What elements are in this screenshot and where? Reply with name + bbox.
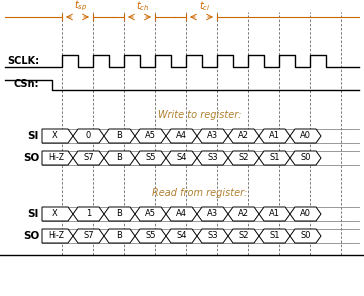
Text: A4: A4 bbox=[176, 131, 187, 141]
Text: S3: S3 bbox=[207, 154, 218, 163]
Text: S0: S0 bbox=[300, 154, 311, 163]
Polygon shape bbox=[73, 151, 104, 165]
Polygon shape bbox=[197, 207, 228, 221]
Text: A1: A1 bbox=[269, 210, 280, 218]
Text: Read from register:: Read from register: bbox=[152, 188, 248, 198]
Text: A2: A2 bbox=[238, 131, 249, 141]
Text: Hi-Z: Hi-Z bbox=[48, 231, 64, 240]
Polygon shape bbox=[73, 129, 104, 143]
Polygon shape bbox=[42, 129, 73, 143]
Text: SO: SO bbox=[23, 231, 39, 241]
Polygon shape bbox=[290, 129, 321, 143]
Text: S5: S5 bbox=[145, 231, 156, 240]
Polygon shape bbox=[290, 207, 321, 221]
Text: A0: A0 bbox=[300, 210, 311, 218]
Text: B: B bbox=[116, 210, 122, 218]
Text: S2: S2 bbox=[238, 231, 249, 240]
Polygon shape bbox=[166, 229, 197, 243]
Text: S1: S1 bbox=[269, 154, 280, 163]
Polygon shape bbox=[290, 229, 321, 243]
Text: S2: S2 bbox=[238, 154, 249, 163]
Polygon shape bbox=[197, 129, 228, 143]
Text: B: B bbox=[116, 131, 122, 141]
Text: $t_{cl}$: $t_{cl}$ bbox=[199, 0, 210, 13]
Polygon shape bbox=[135, 229, 166, 243]
Text: SO: SO bbox=[23, 153, 39, 163]
Text: A1: A1 bbox=[269, 131, 280, 141]
Text: $t_{ch}$: $t_{ch}$ bbox=[136, 0, 149, 13]
Text: SI: SI bbox=[28, 209, 39, 219]
Text: A4: A4 bbox=[176, 210, 187, 218]
Polygon shape bbox=[42, 229, 73, 243]
Polygon shape bbox=[166, 151, 197, 165]
Polygon shape bbox=[42, 151, 73, 165]
Polygon shape bbox=[228, 129, 259, 143]
Polygon shape bbox=[259, 229, 290, 243]
Text: A5: A5 bbox=[145, 131, 156, 141]
Polygon shape bbox=[228, 207, 259, 221]
Text: Write to register:: Write to register: bbox=[158, 110, 242, 120]
Text: SI: SI bbox=[28, 131, 39, 141]
Text: A3: A3 bbox=[207, 131, 218, 141]
Text: B: B bbox=[116, 154, 122, 163]
Text: S5: S5 bbox=[145, 154, 156, 163]
Text: SCLK:: SCLK: bbox=[7, 56, 39, 66]
Polygon shape bbox=[228, 151, 259, 165]
Text: B: B bbox=[116, 231, 122, 240]
Text: A3: A3 bbox=[207, 210, 218, 218]
Polygon shape bbox=[42, 207, 73, 221]
Text: S1: S1 bbox=[269, 231, 280, 240]
Text: S3: S3 bbox=[207, 231, 218, 240]
Polygon shape bbox=[290, 151, 321, 165]
Polygon shape bbox=[166, 129, 197, 143]
Text: S4: S4 bbox=[176, 154, 187, 163]
Text: X: X bbox=[52, 131, 57, 141]
Polygon shape bbox=[104, 129, 135, 143]
Text: 1: 1 bbox=[86, 210, 91, 218]
Polygon shape bbox=[104, 229, 135, 243]
Text: S4: S4 bbox=[176, 231, 187, 240]
Polygon shape bbox=[259, 207, 290, 221]
Text: Hi-Z: Hi-Z bbox=[48, 154, 64, 163]
Polygon shape bbox=[135, 151, 166, 165]
Polygon shape bbox=[104, 207, 135, 221]
Text: X: X bbox=[52, 210, 57, 218]
Text: A5: A5 bbox=[145, 210, 156, 218]
Polygon shape bbox=[73, 207, 104, 221]
Polygon shape bbox=[197, 151, 228, 165]
Polygon shape bbox=[73, 229, 104, 243]
Polygon shape bbox=[135, 129, 166, 143]
Text: CSn:: CSn: bbox=[13, 79, 39, 89]
Text: 0: 0 bbox=[86, 131, 91, 141]
Polygon shape bbox=[135, 207, 166, 221]
Polygon shape bbox=[259, 151, 290, 165]
Polygon shape bbox=[104, 151, 135, 165]
Polygon shape bbox=[228, 229, 259, 243]
Polygon shape bbox=[259, 129, 290, 143]
Text: A2: A2 bbox=[238, 210, 249, 218]
Text: S7: S7 bbox=[83, 231, 94, 240]
Text: S0: S0 bbox=[300, 231, 311, 240]
Text: $t_{sp}$: $t_{sp}$ bbox=[74, 0, 87, 13]
Text: A0: A0 bbox=[300, 131, 311, 141]
Polygon shape bbox=[166, 207, 197, 221]
Polygon shape bbox=[197, 229, 228, 243]
Text: S7: S7 bbox=[83, 154, 94, 163]
